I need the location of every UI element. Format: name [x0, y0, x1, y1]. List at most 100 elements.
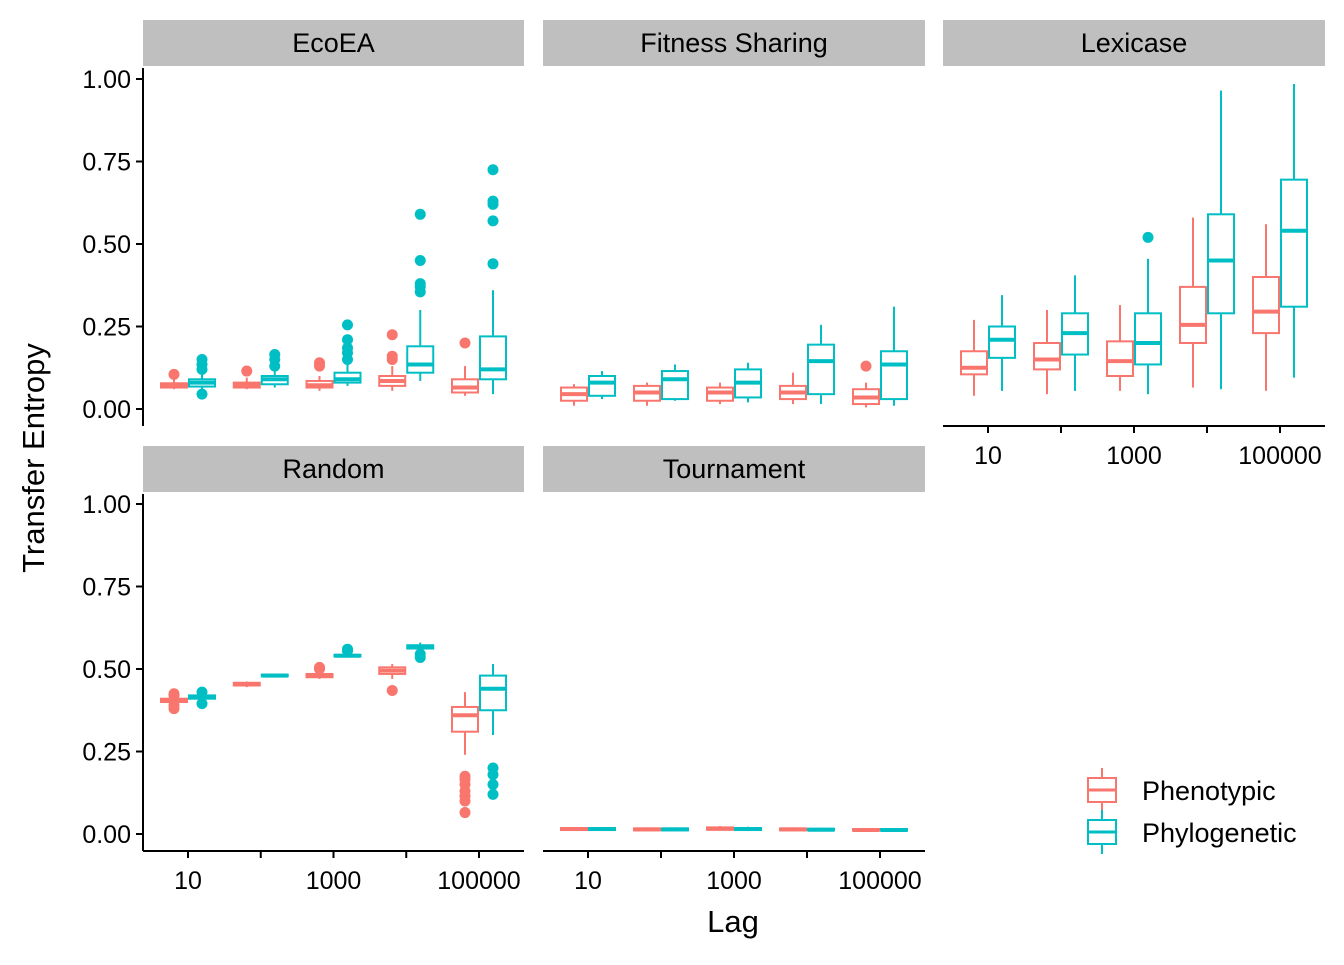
outlier-point [459, 337, 471, 349]
x-axis-title: Lag [707, 904, 759, 939]
y-tick-label: 0.50 [82, 656, 131, 684]
box-phenotypic-lag-10 [160, 368, 188, 390]
outlier-point [269, 349, 281, 361]
x-tick-label: 1000 [306, 867, 362, 895]
legend-key-phenotypic [1087, 768, 1117, 812]
box-phylogenetic-lag-10000 [406, 208, 435, 381]
box-phylogenetic-lag-1000 [333, 643, 362, 658]
box-phylogenetic-lag-1000 [1134, 231, 1162, 395]
box-body [479, 335, 507, 381]
box-body [1207, 213, 1235, 315]
box-phenotypic-lag-10 [560, 827, 588, 832]
outlier-point [342, 643, 353, 655]
outlier-point [386, 350, 398, 362]
box-phylogenetic-lag-100000 [880, 828, 908, 833]
y-tick-label: 0.00 [82, 396, 131, 424]
y-axis-title: Transfer Entropy [16, 343, 51, 573]
box-phylogenetic-lag-100 [661, 827, 689, 832]
facet-strip [543, 446, 925, 492]
outlier-point [342, 334, 353, 346]
y-tick-label: 1.00 [82, 66, 131, 94]
box-phylogenetic-lag-10000 [807, 827, 835, 832]
box-phenotypic-lag-10 [960, 319, 988, 396]
box-body [1179, 285, 1207, 344]
facet-strip-label: Tournament [663, 454, 806, 484]
outlier-point [459, 807, 471, 819]
outlier-point [314, 661, 325, 673]
box-phylogenetic-lag-10 [188, 354, 216, 400]
box-phenotypic-lag-10000 [779, 372, 807, 405]
facet-fitness-sharing: Fitness Sharing [543, 20, 925, 408]
y-tick-label: 0.75 [82, 149, 131, 177]
y-tick-label: 0.75 [82, 574, 131, 602]
box-phenotypic-lag-1000 [305, 357, 334, 391]
box-body [1134, 312, 1162, 366]
box-phenotypic-lag-10000 [378, 329, 407, 391]
facets-layer: EcoEA 0.00 0.25 0.50 0.75 1.00 Fitness Sharing… [82, 20, 1325, 895]
box-phylogenetic-lag-100000 [880, 306, 908, 406]
outlier-point [487, 195, 499, 207]
box-phenotypic-lag-10 [160, 688, 188, 715]
x-tick-label: 100000 [1238, 442, 1321, 470]
box-phenotypic-lag-100000 [451, 337, 479, 396]
box-phylogenetic-lag-1000 [734, 362, 762, 403]
facet-strip [143, 20, 524, 66]
y-tick-label: 0.50 [82, 231, 131, 259]
box-phenotypic-lag-100 [633, 827, 661, 832]
box-phenotypic-lag-100000 [852, 828, 880, 833]
box-body [807, 343, 835, 396]
outlier-point [414, 278, 426, 290]
outlier-point [414, 648, 426, 660]
box-phenotypic-lag-100000 [1252, 224, 1280, 391]
outlier-point [196, 354, 208, 365]
box-body [988, 325, 1016, 359]
facet-lexicase: Lexicase 10 1000 100000 [943, 20, 1325, 470]
box-phylogenetic-lag-1000 [734, 826, 762, 832]
box-phylogenetic-lag-100 [260, 349, 289, 388]
box-body [451, 705, 479, 733]
box-phylogenetic-lag-10 [588, 371, 616, 400]
box-body [1280, 178, 1308, 308]
x-tick-label: 10 [974, 442, 1002, 470]
box-phylogenetic-lag-100000 [1280, 83, 1308, 378]
facet-tournament: Tournament 10 1000 100000 [543, 446, 925, 895]
outlier-point [168, 699, 180, 711]
y-tick-label: 0.25 [82, 739, 131, 767]
outlier-point [414, 208, 426, 220]
box-body [588, 375, 616, 397]
outlier-point [342, 319, 353, 331]
box-phylogenetic-lag-100 [260, 673, 289, 678]
box-body [1106, 340, 1134, 378]
outlier-point [168, 688, 180, 700]
x-tick-label: 10 [174, 867, 202, 895]
outlier-point [487, 788, 499, 800]
x-tick-label: 1000 [1106, 442, 1162, 470]
outlier-point [386, 329, 398, 341]
outlier-point [342, 342, 353, 354]
outlier-point [487, 779, 499, 790]
box-phylogenetic-lag-100000 [479, 664, 507, 800]
box-body [1033, 342, 1061, 371]
outlier-point [386, 684, 398, 696]
outlier-point [414, 255, 426, 266]
box-phenotypic-lag-1000 [305, 661, 334, 679]
box-phenotypic-lag-10 [560, 384, 588, 406]
box-body [1252, 276, 1280, 335]
box-body [661, 370, 689, 401]
x-tick-label: 1000 [706, 867, 762, 895]
facet-strip [143, 446, 524, 492]
box-body [479, 674, 507, 712]
outlier-point [487, 762, 499, 774]
box-phenotypic-lag-10000 [378, 664, 407, 696]
box-phenotypic-lag-10000 [779, 827, 807, 832]
box-phenotypic-lag-100 [633, 382, 661, 406]
facet-ecoea: EcoEA 0.00 0.25 0.50 0.75 1.00 [82, 20, 524, 426]
facet-strip [943, 20, 1325, 66]
box-phenotypic-lag-100 [232, 681, 261, 688]
box-phylogenetic-lag-10 [188, 686, 216, 710]
box-phenotypic-lag-100000 [852, 360, 880, 408]
facet-strip-label: Lexicase [1081, 28, 1188, 58]
box-phylogenetic-lag-10000 [1207, 90, 1235, 390]
